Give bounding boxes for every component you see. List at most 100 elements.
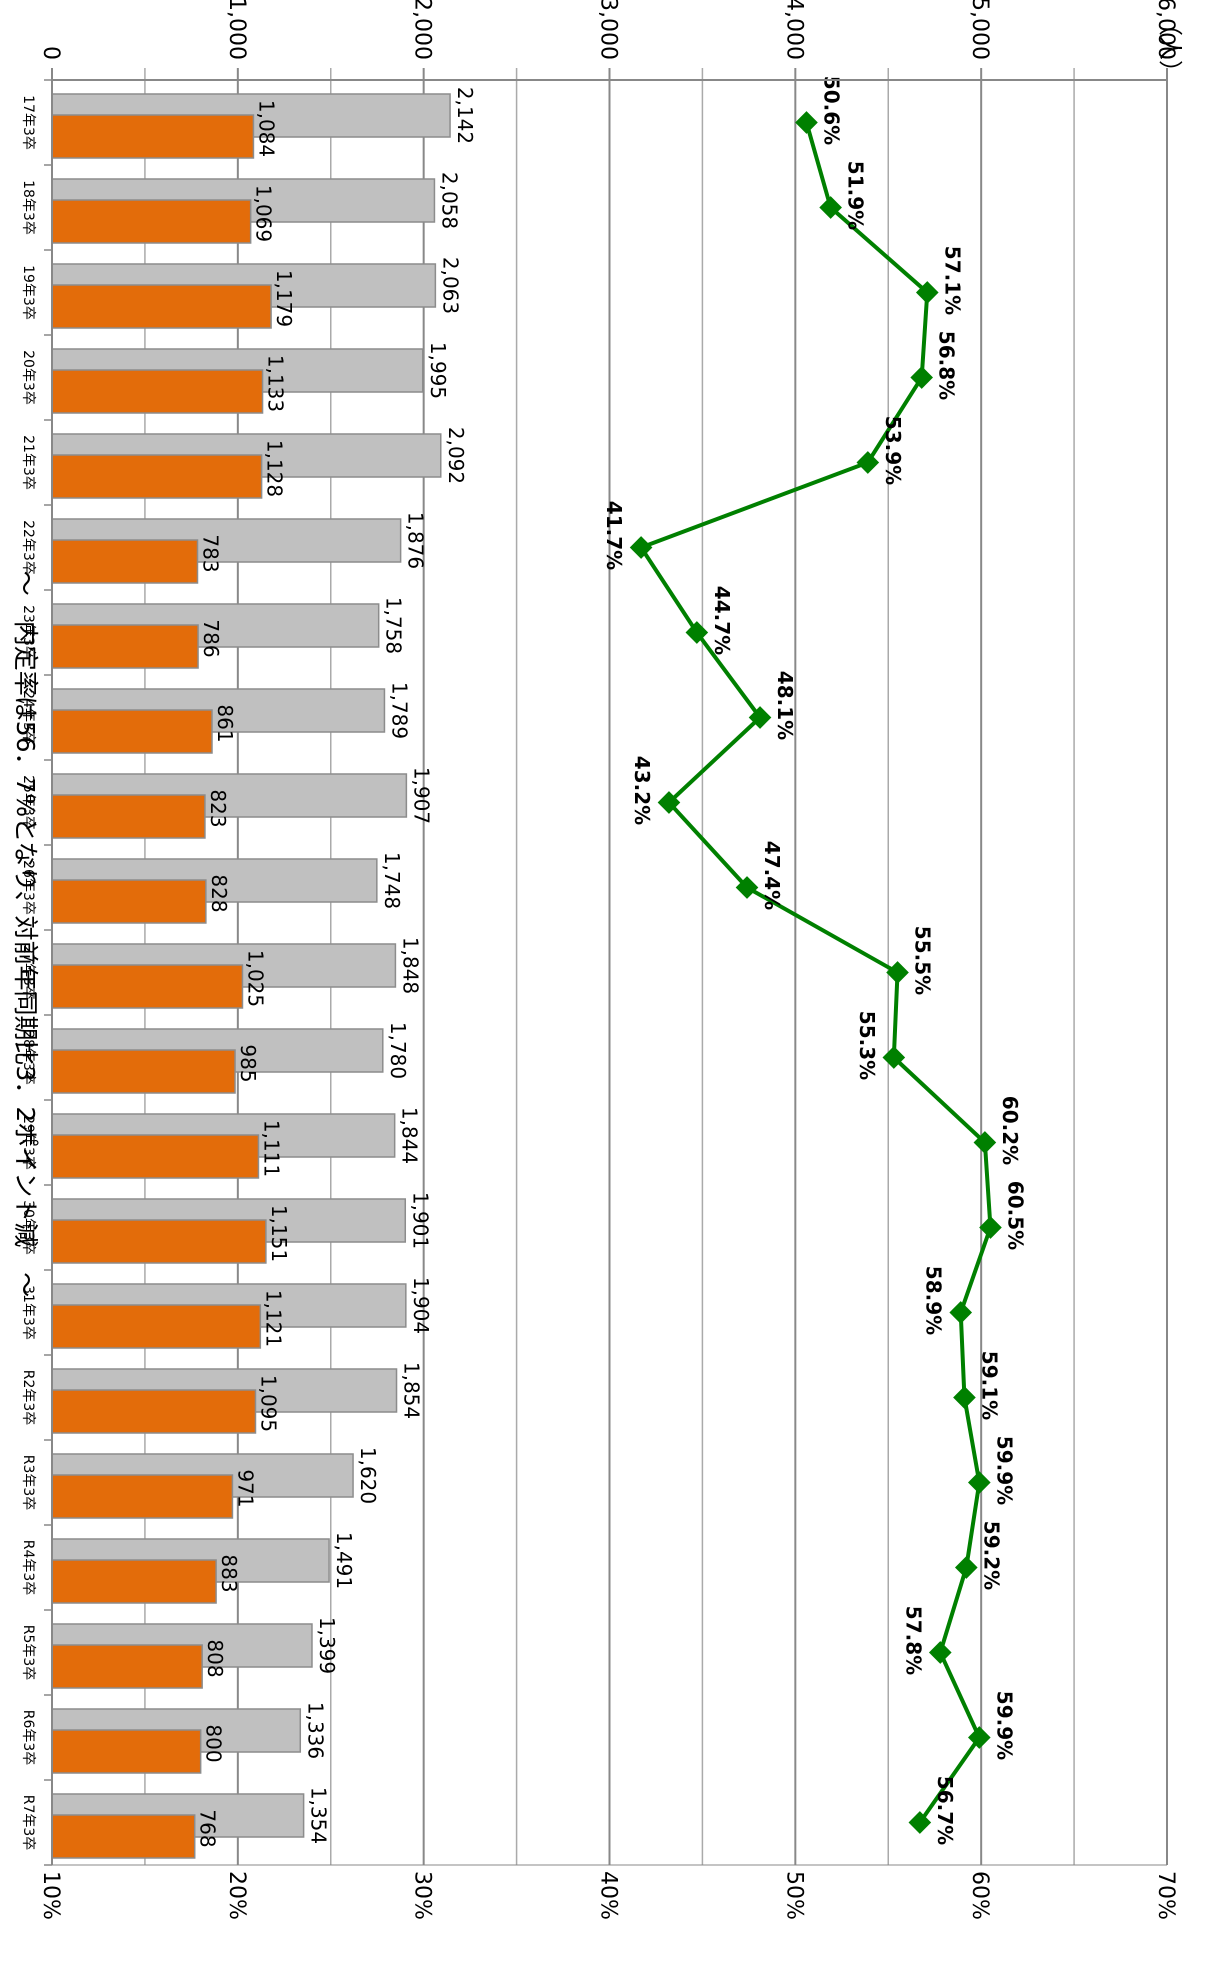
bar-offer-label: 1,111 [259,1120,283,1177]
bar-hope-label: 1,789 [387,682,411,739]
x-tick-label: 20年3卒 [20,350,36,405]
right-tick-label: 20% [224,1871,249,1920]
x-tick-label: R6年3卒 [20,1710,36,1766]
rate-label: 44.7% [710,586,734,655]
right-tick-label: 40% [596,1871,621,1920]
bar-hope-label: 2,063 [438,257,462,314]
left-tick-label: 4,000 [781,0,806,60]
bar-offer [51,1559,217,1604]
left-tick-label: 2,000 [410,0,435,60]
left-axis-unit: （人） [1156,12,1184,84]
bar-offer-label: 768 [196,1809,220,1847]
rate-marker [908,1811,932,1834]
bar-offer-label: 783 [199,534,223,572]
bar-offer-label: 985 [236,1044,260,1082]
bar-offer [51,1729,202,1774]
bar-offer-label: 828 [207,874,231,912]
rate-marker [973,1131,997,1154]
bar-hope-label: 2,058 [437,172,461,229]
bar-offer [51,369,264,414]
left-tick-label: 5,000 [967,0,992,60]
x-tick-label: 19年3卒 [20,265,36,320]
x-tick-label: 21年3卒 [20,435,36,490]
rate-marker [886,961,909,984]
x-tick-label: 28年3卒 [20,1030,36,1085]
rate-label: 60.5% [1003,1181,1027,1250]
bar-offer [51,284,272,329]
x-tick-label: 30年3卒 [20,1200,36,1255]
bar-hope-label: 1,780 [386,1022,410,1079]
rate-label: 60.2% [998,1096,1022,1165]
rate-marker [882,1046,906,1069]
left-tick-label: 6,000 [1153,0,1178,60]
rate-label: 47.4% [760,841,784,910]
bar-offer [51,454,263,499]
bar-offer [51,709,213,754]
rate-label: 59.1% [977,1351,1001,1420]
chart-rotated-group: 2,142 1,084 2,058 1,069 2,063 1,179 1,995 1,133… [11,0,1184,1920]
bar-offer-label: 800 [202,1724,226,1762]
rate-marker [657,791,681,814]
bar-offer [51,1389,257,1434]
rate-label: 56.8% [935,331,959,400]
rate-marker [949,1301,973,1324]
bar-offer [51,1304,262,1349]
rate-label: 55.3% [855,1011,879,1080]
bar-hope-label: 1,848 [398,937,422,994]
bar-offer [51,879,207,924]
bar-offer-label: 808 [203,1639,227,1677]
rate-label: 53.9% [881,416,905,485]
bar-offer [51,1219,267,1264]
x-tick-label: 29年3卒 [20,1115,36,1170]
bar-hope-label: 1,620 [356,1447,380,1504]
bar-hope-label: 1,876 [404,512,428,569]
rate-marker [953,1386,976,1409]
bar-offer-label: 1,084 [254,100,278,157]
rate-label: 48.1% [773,671,797,740]
x-tick-label: 17年3卒 [20,95,36,150]
rate-label: 57.1% [940,246,964,315]
bar-offer-label: 883 [217,1554,241,1592]
bar-offer [51,964,244,1009]
right-tick-label: 70% [1153,1871,1178,1920]
bar-hope-label: 1,901 [408,1192,432,1249]
bar-hope-label: 1,491 [332,1532,356,1589]
rate-label: 51.9% [844,161,868,230]
bar-offer [51,114,255,159]
bar-offer [51,1644,203,1689]
x-tick-label: 22年3卒 [20,520,36,575]
x-tick-label: R5年3卒 [20,1625,36,1681]
chart-title: ～ 内定率は56．7%となり、対前年同期比3．2ポイント減 ～ [11,571,40,1298]
rate-label: 43.2% [630,756,654,825]
left-tick-label: 3,000 [596,0,621,60]
bar-hope-label: 1,399 [315,1617,339,1674]
rate-label: 57.8% [901,1606,925,1675]
x-tick-label: R3年3卒 [20,1455,36,1511]
rate-marker [748,706,772,729]
rate-label: 59.2% [979,1521,1003,1590]
bar-hope-label: 1,748 [380,852,404,909]
bar-offer-label: 861 [213,704,237,742]
bar-hope-label: 2,142 [453,87,477,144]
bar-offer [51,199,252,244]
bar-hope-label: 1,854 [400,1362,424,1419]
rate-marker [915,281,939,304]
rate-marker [979,1216,1002,1239]
x-tick-label: R7年3卒 [20,1795,36,1851]
rate-marker [967,1471,991,1494]
bar-offer [51,1814,196,1859]
bar-offer-label: 1,025 [243,950,267,1007]
bar-offer-label: 786 [199,619,223,657]
bar-offer-label: 1,069 [252,185,276,242]
x-tick-label: 24年3卒 [20,690,36,745]
rate-marker [910,366,934,389]
x-tick-label: R2年3卒 [20,1370,36,1426]
rate-marker [629,536,653,559]
rate-label: 50.6% [819,76,843,145]
x-tick-label: 25年3卒 [20,775,36,830]
x-tick-label: R4年3卒 [20,1540,36,1596]
rate-marker [928,1641,952,1664]
right-tick-label: 60% [967,1871,992,1920]
right-tick-label: 30% [410,1871,435,1920]
rate-marker [856,451,880,474]
